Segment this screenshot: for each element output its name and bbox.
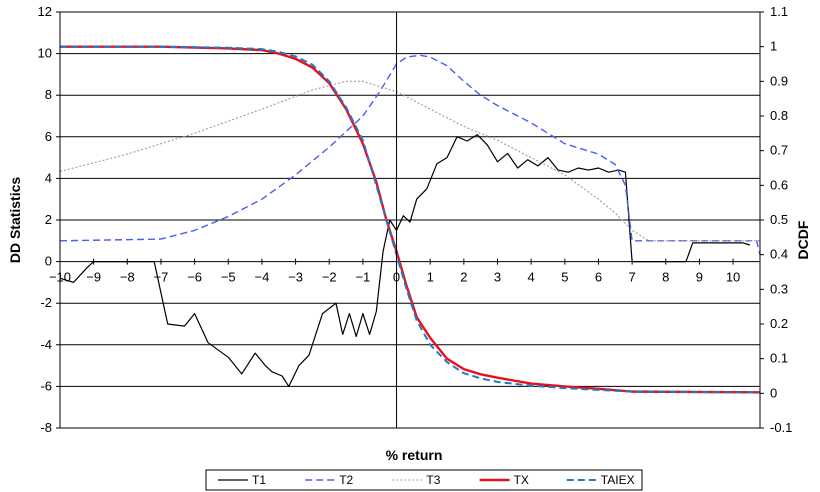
- y-left-tick-label: -8: [40, 420, 52, 435]
- y-right-tick-label: 1.1: [770, 4, 788, 19]
- y-axis-left-title: DD Statistics: [7, 177, 23, 264]
- axes: [56, 11, 764, 429]
- y-right-tick-label: 0.3: [770, 281, 788, 296]
- series-line-t2: [59, 54, 761, 255]
- x-tick-label: −9: [86, 270, 101, 285]
- y-axis-right-title: DCDF: [795, 220, 811, 259]
- legend: T1 T2 T3 TX TAIEX: [205, 469, 643, 491]
- x-tick-label: −4: [255, 270, 270, 285]
- y-left-tick-label: 0: [45, 254, 52, 269]
- x-tick-label: −7: [154, 270, 169, 285]
- y-right-tick-label: 0.1: [770, 351, 788, 366]
- x-tick-label: 9: [696, 270, 703, 285]
- x-tick-label: 1: [427, 270, 434, 285]
- legend-label-t2: T2: [339, 473, 353, 487]
- y-left-tick-label: 8: [45, 87, 52, 102]
- legend-label-t1: T1: [252, 473, 266, 487]
- x-tick-label: −3: [288, 270, 303, 285]
- legend-label-taiex: TAIEX: [601, 473, 635, 487]
- series-line-t3: [59, 80, 760, 242]
- y-right-tick-label: 0.8: [770, 108, 788, 123]
- y-right-tick-label: 0.6: [770, 177, 788, 192]
- y-left-tick-label: -4: [40, 337, 52, 352]
- x-tick-label: −10: [49, 270, 71, 285]
- y-right-tick-label: 0: [770, 385, 777, 400]
- y-left-tick-label: 6: [45, 129, 52, 144]
- series-line-tx: [60, 45, 761, 394]
- x-tick-label: 3: [494, 270, 501, 285]
- y-left-tick-label: -2: [40, 295, 52, 310]
- y-left-tick-label: -6: [40, 378, 52, 393]
- x-tick-label: −2: [322, 270, 337, 285]
- y-left-tick-label: 12: [38, 4, 52, 19]
- y-left-tick-label: 4: [45, 170, 52, 185]
- y-right-tick-label: 0.2: [770, 316, 788, 331]
- tick-labels: -8-6-4-2024681012-0.100.10.20.30.40.50.6…: [38, 4, 793, 435]
- y-right-tick-label: 0.9: [770, 73, 788, 88]
- x-tick-label: 7: [628, 270, 635, 285]
- x-axis-title: % return: [386, 447, 443, 463]
- y-left-tick-label: 2: [45, 212, 52, 227]
- y-right-tick-label: 0.5: [770, 212, 788, 227]
- x-tick-label: 4: [528, 270, 535, 285]
- y-right-tick-label: 0.4: [770, 247, 788, 262]
- y-right-tick-label: -0.1: [770, 420, 792, 435]
- legend-label-tx: TX: [514, 473, 529, 487]
- x-tick-label: 2: [460, 270, 467, 285]
- legend-box: [205, 469, 643, 491]
- x-tick-label: −1: [355, 270, 370, 285]
- x-tick-label: 6: [595, 270, 602, 285]
- series-line-t1: [59, 134, 751, 387]
- y-left-tick-label: 10: [38, 46, 52, 61]
- x-tick-label: 5: [561, 270, 568, 285]
- x-tick-label: −5: [221, 270, 236, 285]
- x-tick-label: 8: [662, 270, 669, 285]
- x-tick-label: −6: [187, 270, 202, 285]
- y-right-tick-label: 0.7: [770, 143, 788, 158]
- legend-label-t3: T3: [426, 473, 440, 487]
- x-tick-label: −8: [120, 270, 135, 285]
- x-tick-label: 10: [726, 270, 740, 285]
- y-right-tick-label: 1: [770, 39, 777, 54]
- x-tick-label: 0: [393, 270, 400, 285]
